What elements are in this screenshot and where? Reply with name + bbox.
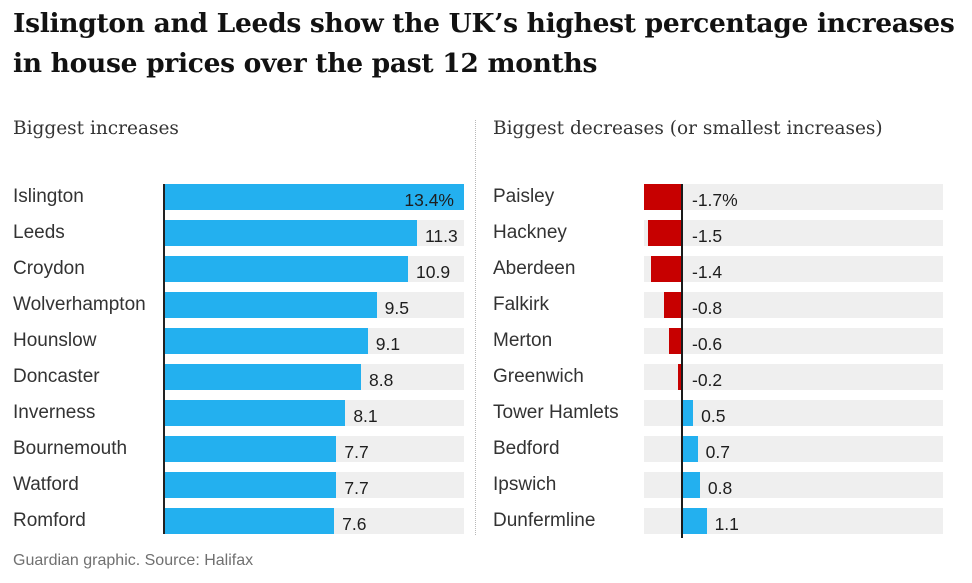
bar-track [644,256,943,282]
category-label: Romford [13,510,86,531]
category-label: Aberdeen [493,258,576,279]
category-label: Watford [13,474,79,495]
decreases-panel-title: Biggest decreases (or smallest increases… [493,118,883,139]
value-label: 9.1 [375,334,401,354]
increase-bar [164,292,377,318]
zero-axis [681,184,683,538]
category-label: Ipswich [493,474,557,495]
category-label: Wolverhampton [13,294,146,315]
decrease-bar [648,220,682,246]
decrease-bar [677,364,682,390]
chart-title: Islington and Leeds show the UK’s highes… [13,4,958,84]
bar-track [644,184,943,210]
value-label: 7.7 [344,478,369,498]
category-label: Croydon [13,258,85,279]
increase-bar [164,436,337,462]
bar-track [644,328,943,354]
category-label: Doncaster [13,366,100,387]
value-label: 10.9 [416,262,451,282]
decrease-bar [668,328,682,354]
category-label: Dunfermline [493,510,596,531]
category-label: Islington [13,186,84,207]
value-label: 0.7 [705,442,730,462]
value-label: -1.4 [692,262,723,282]
decrease-bar [664,292,682,318]
value-label: 7.7 [344,442,369,462]
value-label: -0.8 [692,298,723,318]
value-label: 1.1 [714,514,739,534]
increase-bar [164,472,337,498]
value-label: 8.8 [369,370,394,390]
category-label: Hounslow [13,330,97,351]
category-label: Bournemouth [13,438,128,459]
category-label: Falkirk [493,294,549,315]
decrease-bar [644,184,682,210]
value-label: 9.5 [384,298,409,318]
increase-bar [682,436,698,462]
bar-track [644,292,943,318]
increase-bar [682,472,700,498]
baseline-axis [163,184,165,534]
increase-bar [682,508,707,534]
category-label: Leeds [13,222,65,243]
increase-bar [164,328,368,354]
value-label: -1.5 [692,226,723,246]
category-label: Greenwich [493,366,584,387]
category-label: Tower Hamlets [493,402,619,423]
increases-panel-title: Biggest increases [13,118,179,139]
category-label: Inverness [13,402,96,423]
increase-bar [682,400,694,426]
bar-track [644,364,943,390]
value-label: 0.8 [707,478,733,498]
value-label: 8.1 [353,406,378,426]
bar-track [644,400,943,426]
bar-track [644,220,943,246]
decrease-bar [650,256,682,282]
increase-bar [164,508,335,534]
increase-bar [164,220,417,246]
increase-bar [164,256,409,282]
increase-bar [164,364,361,390]
value-label: 11.3 [424,226,458,246]
category-label: Bedford [493,438,560,459]
value-label: 13.4% [404,190,454,210]
increase-bar [164,400,346,426]
value-label: 7.6 [342,514,367,534]
increase-bar [164,184,464,210]
value-label: -0.2 [692,370,723,390]
source-note: Guardian graphic. Source: Halifax [13,552,254,569]
category-label: Hackney [493,222,567,243]
value-label: 0.5 [701,406,726,426]
value-label: -1.7% [692,190,738,210]
chart-title-line-2: in house prices over the past 12 months [13,48,598,79]
category-label: Paisley [493,186,555,207]
panel-divider [475,120,476,535]
chart-title-line-1: Islington and Leeds show the UK’s highes… [13,8,955,39]
value-label: -0.6 [692,334,723,354]
category-label: Merton [493,330,553,351]
